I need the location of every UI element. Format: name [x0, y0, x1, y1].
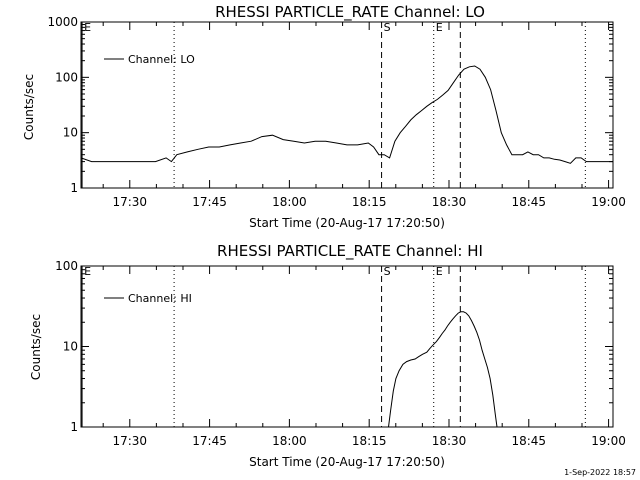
marker-label-hi: E: [436, 265, 443, 278]
data-series-line-lo: [80, 65, 613, 164]
x-tick-label-hi: 18:30: [432, 434, 467, 448]
plot-title-hi: RHESSI PARTICLE_RATE Channel: HI: [217, 242, 483, 261]
y-axis-label-lo: Counts/sec: [22, 74, 36, 140]
plot-frame-lo: [80, 21, 614, 189]
x-axis-label-lo: Start Time (20-Aug-17 17:20:50): [249, 216, 445, 230]
x-tick-label-lo: 17:30: [112, 195, 147, 209]
y-tick-label-hi: 100: [55, 259, 78, 273]
x-tick-label-hi: 18:00: [272, 434, 307, 448]
marker-label-hi: E: [84, 265, 91, 278]
marker-label-hi: S: [384, 265, 391, 278]
x-tick-label-hi: 17:30: [112, 434, 147, 448]
x-tick-label-hi: 18:15: [352, 434, 387, 448]
legend-lo: Channel: LO: [104, 53, 195, 66]
x-tick-label-lo: 18:15: [352, 195, 387, 209]
x-tick-label-lo: 17:45: [192, 195, 227, 209]
y-tick-label-lo: 10: [63, 126, 78, 140]
marker-label-lo: E: [436, 21, 443, 34]
y-tick-label-lo: 1000: [47, 15, 78, 29]
data-series-line-hi: [388, 311, 498, 428]
plot-frame-hi: [80, 265, 614, 428]
plot-title-lo: RHESSI PARTICLE_RATE Channel: LO: [215, 3, 485, 22]
x-tick-label-lo: 18:00: [272, 195, 307, 209]
footer-timestamp: 1-Sep-2022 18:57: [564, 468, 636, 477]
plot-panel-hi: RHESSI PARTICLE_RATE Channel: HI Start T…: [29, 242, 626, 469]
legend-label-lo: Channel: LO: [128, 53, 195, 66]
x-tick-label-hi: 17:45: [192, 434, 227, 448]
plot-panel-lo: RHESSI PARTICLE_RATE Channel: LO Start T…: [22, 3, 626, 230]
y-axis-label-hi: Counts/sec: [29, 314, 43, 380]
x-tick-label-lo: 18:45: [511, 195, 546, 209]
plot-area-lo: 17:30 17:45 18:00 18:15 18:30 18:45 19:00 1 10 10…: [47, 15, 625, 209]
x-tick-label-hi: 18:45: [511, 434, 546, 448]
plot-area-hi: 17:30 17:45 18:00 18:15 18:30 18:45 19:00 1 10 10…: [55, 259, 626, 448]
y-tick-label-hi: 1: [70, 420, 78, 434]
legend-hi: Channel: HI: [104, 292, 192, 305]
marker-label-lo: S: [384, 21, 391, 34]
legend-label-hi: Channel: HI: [128, 292, 192, 305]
y-tick-label-lo: 100: [55, 70, 78, 84]
x-tick-label-lo: 19:00: [591, 195, 626, 209]
x-tick-label-lo: 18:30: [432, 195, 467, 209]
x-axis-label-hi: Start Time (20-Aug-17 17:20:50): [249, 455, 445, 469]
y-tick-label-lo: 1: [70, 181, 78, 195]
x-tick-label-hi: 19:00: [591, 434, 626, 448]
y-tick-label-hi: 10: [63, 340, 78, 354]
marker-label-lo: E: [84, 21, 91, 34]
